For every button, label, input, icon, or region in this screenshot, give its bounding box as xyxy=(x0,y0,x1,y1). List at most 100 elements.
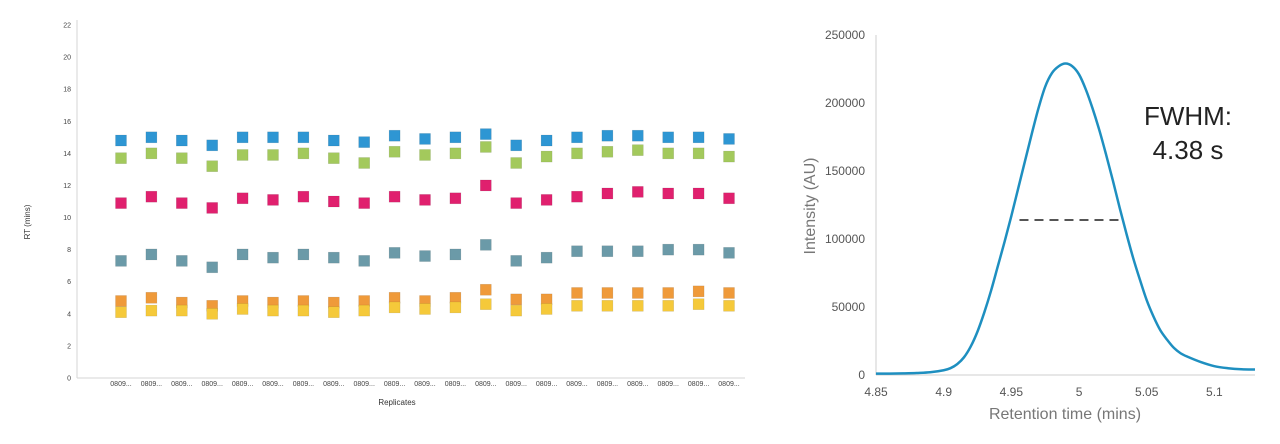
rt-point-green xyxy=(631,144,644,156)
rt-point-orange xyxy=(723,287,735,299)
peak-chart-y-tick-label: 50000 xyxy=(832,300,866,314)
rt-chart-axes xyxy=(76,20,745,379)
rt-point-yellow xyxy=(419,303,431,315)
fwhm-annotation-label: FWHM: xyxy=(1144,101,1232,131)
rt-point-magenta xyxy=(631,186,644,198)
rt-point-yellow xyxy=(358,304,371,317)
rt-point-yellow xyxy=(692,298,705,310)
rt-chart-x-tick-label: 0809... xyxy=(353,381,374,388)
rt-point-magenta xyxy=(540,194,553,206)
rt-point-yellow xyxy=(662,299,675,312)
rt-point-magenta xyxy=(723,192,735,205)
rt-point-slate xyxy=(510,255,523,267)
peak-chart-x-tick-label: 4.9 xyxy=(935,385,952,399)
rt-point-yellow xyxy=(176,304,188,317)
rt-point-slate xyxy=(419,250,431,262)
rt-chart-x-tick-label: 0809... xyxy=(414,381,435,388)
rt-chart-x-tick-label: 0809... xyxy=(505,381,526,388)
rt-chart-y-tick-label: 10 xyxy=(63,215,71,222)
rt-point-yellow xyxy=(510,304,523,317)
rt-point-magenta xyxy=(479,179,492,192)
rt-point-orange xyxy=(631,287,644,299)
rt-chart-y-tick-label: 8 xyxy=(67,247,71,254)
rt-point-green xyxy=(692,147,705,160)
rt-point-yellow xyxy=(479,298,492,310)
rt-point-orange xyxy=(571,287,583,299)
rt-point-green xyxy=(601,145,614,158)
rt-chart-x-tick-label: 0809... xyxy=(657,381,678,388)
rt-point-green xyxy=(449,147,462,160)
rt-point-blue xyxy=(206,139,218,152)
peak-chart-y-tick-label: 150000 xyxy=(825,164,865,178)
rt-point-yellow xyxy=(449,301,462,314)
rt-point-slate xyxy=(327,251,340,264)
rt-point-blue xyxy=(115,134,127,147)
rt-point-green xyxy=(723,150,735,163)
rt-chart-y-tick-label: 18 xyxy=(63,87,71,94)
rt-point-green xyxy=(419,149,431,161)
rt-point-yellow xyxy=(601,299,614,312)
rt-point-slate xyxy=(540,251,553,264)
rt-point-slate xyxy=(267,251,279,264)
peak-chart-x-tick-label: 5.05 xyxy=(1135,385,1159,399)
rt-point-slate xyxy=(723,247,735,259)
rt-point-blue xyxy=(540,134,553,147)
rt-chart-x-tick-label: 0809... xyxy=(475,381,496,388)
rt-point-yellow xyxy=(297,304,310,317)
rt-point-magenta xyxy=(145,190,158,203)
rt-point-yellow xyxy=(388,301,401,314)
rt-point-green xyxy=(540,150,553,163)
peak-chart-x-tick-label: 4.85 xyxy=(864,385,888,399)
rt-chart-x-label: Replicates xyxy=(378,398,415,407)
rt-chart-x-tick-label: 0809... xyxy=(718,381,739,388)
rt-point-green xyxy=(479,141,492,153)
rt-point-slate xyxy=(206,261,218,274)
rt-point-slate xyxy=(449,248,462,261)
rt-chart-x-tick-label: 0809... xyxy=(627,381,648,388)
rt-point-orange xyxy=(115,295,127,307)
rt-point-green xyxy=(510,157,523,169)
rt-point-green xyxy=(327,152,340,164)
rt-point-blue xyxy=(449,131,462,144)
rt-point-yellow xyxy=(115,306,127,319)
rt-chart-x-tick-label: 0809... xyxy=(597,381,618,388)
rt-chart-x-tick-label: 0809... xyxy=(262,381,283,388)
rt-chart-y-tick-label: 2 xyxy=(67,343,71,350)
peak-chart-y-tick-label: 250000 xyxy=(825,28,865,42)
rt-point-slate xyxy=(571,245,583,258)
peak-chart-axes xyxy=(875,35,1255,376)
rt-chart-x-tick-label: 0809... xyxy=(445,381,466,388)
rt-point-green xyxy=(571,147,583,160)
rt-chart-y-tick-label: 20 xyxy=(63,55,71,62)
peak-chart-x-tick-label: 5.1 xyxy=(1206,385,1223,399)
rt-point-blue xyxy=(297,131,310,144)
peak-chart-y-tick-label: 0 xyxy=(858,368,865,382)
rt-point-slate xyxy=(358,255,371,267)
rt-point-slate xyxy=(631,245,644,258)
rt-point-slate xyxy=(692,243,705,256)
rt-chart-y-tick-label: 0 xyxy=(67,376,71,383)
rt-point-magenta xyxy=(176,197,188,209)
rt-point-magenta xyxy=(571,190,583,203)
rt-point-green xyxy=(236,149,249,161)
rt-chart-y-tick-label: 6 xyxy=(67,279,71,286)
rt-chart-y-tick-label: 12 xyxy=(63,183,71,190)
peak-chart-y-label: Intensity (AU) xyxy=(802,158,819,255)
rt-chart-y-ticks: 0 2 4 6 8 10 12 14 16 18 20 22 xyxy=(63,23,71,383)
rt-point-slate xyxy=(236,248,249,261)
rt-point-magenta xyxy=(419,194,431,206)
rt-chart-y-tick-label: 22 xyxy=(63,23,71,30)
rt-point-green xyxy=(388,145,401,158)
rt-point-yellow xyxy=(236,303,249,315)
rt-point-slate xyxy=(388,247,401,259)
rt-point-orange xyxy=(145,291,158,304)
rt-point-blue xyxy=(236,131,249,144)
rt-point-yellow xyxy=(540,303,553,315)
rt-point-magenta xyxy=(358,197,371,209)
rt-point-slate xyxy=(662,243,675,256)
peak-chart-y-ticks: 0 50000 100000 150000 200000 250000 xyxy=(825,28,865,382)
rt-chart-x-tick-label: 0809... xyxy=(566,381,587,388)
rt-point-blue xyxy=(479,128,492,140)
rt-chart-points xyxy=(115,128,735,320)
